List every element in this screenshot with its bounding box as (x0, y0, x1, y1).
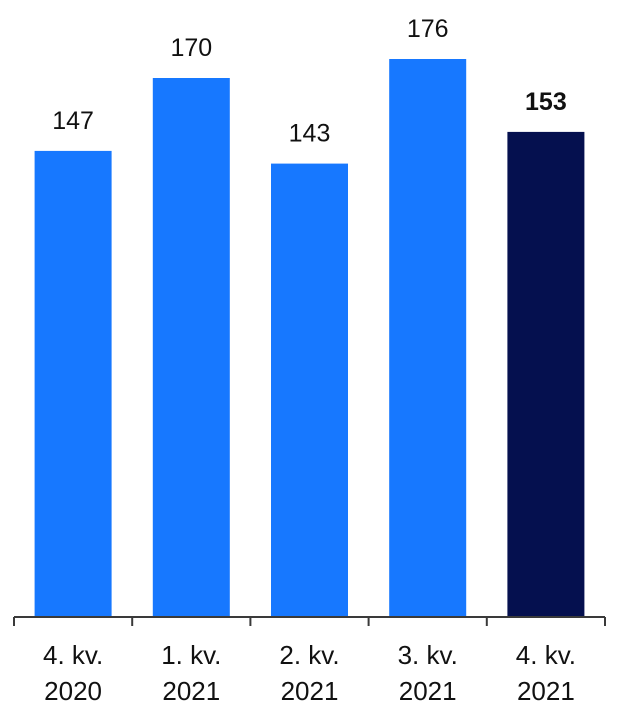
bar (389, 59, 467, 617)
bar (152, 78, 230, 617)
x-tick-label-line: 2021 (281, 676, 339, 705)
x-tick-label: 2. kv. 2021 (279, 640, 339, 705)
data-label: 143 (289, 120, 331, 148)
x-tick-label-line: 2021 (399, 676, 457, 705)
data-label: 170 (170, 34, 212, 62)
x-tick-label-line: 2020 (44, 676, 102, 705)
x-tick-label: 1. kv. 2021 (161, 640, 221, 705)
x-tick-label-line: 2021 (517, 676, 575, 705)
x-tick-label-line: 1. kv. (161, 640, 221, 670)
x-tick-label: 4. kv. 2020 (43, 640, 103, 705)
x-tick-labels-group: 4. kv. 2020 1. kv. 2021 2. kv. 2021 3. kv. 2021… (43, 640, 576, 705)
data-label: 147 (52, 107, 94, 135)
x-tick-label: 4. kv. 2021 (516, 640, 576, 705)
x-tick-label-line: 3. kv. (398, 640, 458, 670)
bar (271, 163, 348, 617)
value-labels-group: 147 170 143 176 153 (52, 15, 567, 148)
bars-group (34, 59, 585, 617)
x-tick-label-line: 4. kv. (43, 640, 103, 670)
data-label: 153 (525, 88, 567, 116)
bar (34, 150, 112, 617)
bar (507, 131, 585, 617)
x-tick-label: 3. kv. 2021 (398, 640, 458, 705)
x-tick-label-line: 4. kv. (516, 640, 576, 670)
x-tick-label-line: 2021 (162, 676, 220, 705)
x-tick-label-line: 2. kv. (279, 640, 339, 670)
data-label: 176 (407, 15, 449, 43)
x-axis (13, 616, 606, 626)
